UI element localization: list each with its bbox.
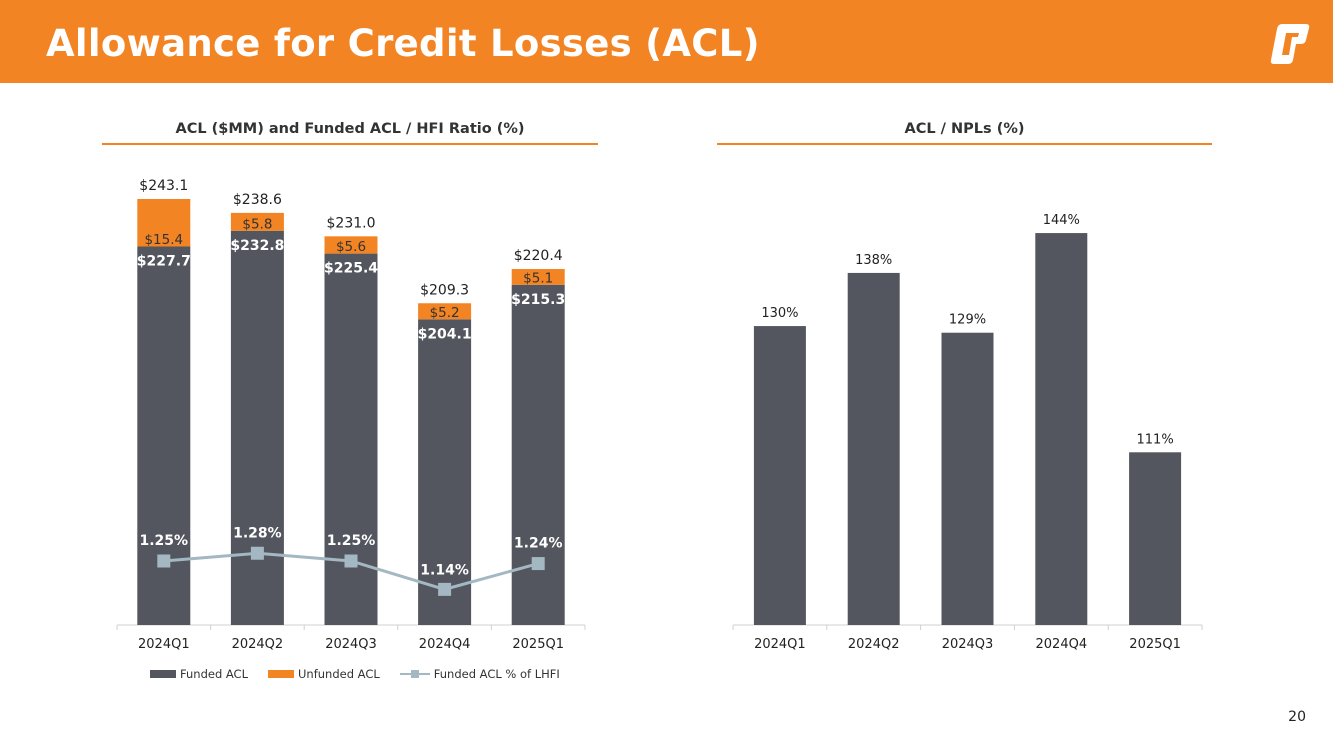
x-tick-label: 2024Q3 xyxy=(325,637,377,652)
total-value-label: $209.3 xyxy=(420,282,469,298)
page-number: 20 xyxy=(1288,709,1306,725)
legend-item-ratio: Funded ACL % of LHFI xyxy=(399,667,560,681)
ratio-marker xyxy=(531,557,545,571)
legend-swatch-unfunded xyxy=(268,670,294,678)
legend-swatch-ratio xyxy=(399,668,430,680)
acl-npl-bar xyxy=(941,332,994,625)
x-tick-label: 2024Q2 xyxy=(232,637,284,652)
acl-npl-bar-chart: 130% 2024Q1 138% 2024Q2 129% 2024Q3 144% 2024Q4… xyxy=(732,213,1203,652)
right-chart-title-rule xyxy=(717,143,1212,145)
total-value-label: $231.0 xyxy=(327,215,376,231)
acl-npl-bar xyxy=(1035,233,1088,626)
legend-swatch-funded xyxy=(150,670,176,678)
ratio-value-label: 1.28% xyxy=(233,525,282,541)
x-tick-label: 2024Q1 xyxy=(138,637,190,652)
total-value-label: $243.1 xyxy=(139,178,188,194)
ratio-value-label: 1.25% xyxy=(327,533,376,549)
unfunded-acl-bar xyxy=(137,199,191,247)
funded-value-label: $204.1 xyxy=(418,326,472,342)
ratio-value-label: 1.25% xyxy=(140,533,189,549)
legend-item-funded: Funded ACL xyxy=(150,667,248,681)
unfunded-acl-bar xyxy=(230,212,284,231)
funded-acl-bar xyxy=(418,319,472,625)
acl-npl-value-label: 144% xyxy=(1043,213,1080,228)
unfunded-value-label: $5.8 xyxy=(242,216,272,232)
acl-npl-bar xyxy=(1129,452,1182,625)
acl-npl-value-label: 129% xyxy=(949,313,986,328)
unfunded-value-label: $15.4 xyxy=(144,232,183,248)
total-value-label: $220.4 xyxy=(514,248,563,264)
header-bar: Allowance for Credit Losses (ACL) xyxy=(0,0,1333,83)
legend-label-funded: Funded ACL xyxy=(180,667,248,681)
x-tick-label: 2024Q1 xyxy=(754,637,806,652)
legend-label-ratio: Funded ACL % of LHFI xyxy=(433,667,560,681)
acl-npl-value-label: 138% xyxy=(855,253,892,268)
x-tick-label: 2024Q3 xyxy=(942,637,994,652)
unfunded-acl-bar xyxy=(511,269,565,285)
ratio-value-label: 1.24% xyxy=(514,536,563,552)
ratio-marker xyxy=(250,546,264,560)
unfunded-value-label: $5.6 xyxy=(336,239,366,255)
acl-npl-bar xyxy=(847,272,900,625)
total-value-label: $238.6 xyxy=(233,192,282,208)
funded-value-label: $225.4 xyxy=(324,261,378,277)
ratio-value-label: 1.14% xyxy=(420,562,469,578)
right-chart-title: ACL / NPLs (%) xyxy=(904,121,1025,137)
x-tick-label: 2025Q1 xyxy=(1129,637,1181,652)
acl-npl-value-label: 111% xyxy=(1137,432,1174,447)
company-logo-icon xyxy=(1270,24,1310,64)
unfunded-acl-bar xyxy=(418,303,472,320)
ratio-marker xyxy=(344,554,358,568)
funded-value-label: $215.3 xyxy=(511,292,565,308)
unfunded-acl-bar xyxy=(324,236,378,254)
unfunded-value-label: $5.1 xyxy=(523,270,553,286)
acl-stacked-bar-chart: $227.7 $15.4 $243.1 2024Q1 $232.8 $5.8 $238.6 2… xyxy=(116,178,586,652)
x-tick-label: 2024Q4 xyxy=(1036,637,1088,652)
x-tick-label: 2024Q2 xyxy=(848,637,900,652)
unfunded-value-label: $5.2 xyxy=(430,305,460,321)
legend-label-unfunded: Unfunded ACL xyxy=(298,667,380,681)
x-tick-label: 2025Q1 xyxy=(512,637,564,652)
funded-value-label: $227.7 xyxy=(137,254,191,270)
left-chart-legend: Funded ACL Unfunded ACL Funded ACL % of … xyxy=(150,665,560,683)
ratio-marker xyxy=(157,554,171,568)
x-tick-label: 2024Q4 xyxy=(419,637,471,652)
acl-npl-value-label: 130% xyxy=(761,306,798,321)
funded-value-label: $232.8 xyxy=(230,238,284,254)
acl-npl-bar xyxy=(753,326,806,625)
left-chart-title-rule xyxy=(102,143,598,145)
page-title: Allowance for Credit Losses (ACL) xyxy=(46,22,760,65)
left-chart-title: ACL ($MM) and Funded ACL / HFI Ratio (%) xyxy=(175,121,525,137)
legend-item-unfunded: Unfunded ACL xyxy=(268,667,380,681)
ratio-marker xyxy=(438,582,452,596)
